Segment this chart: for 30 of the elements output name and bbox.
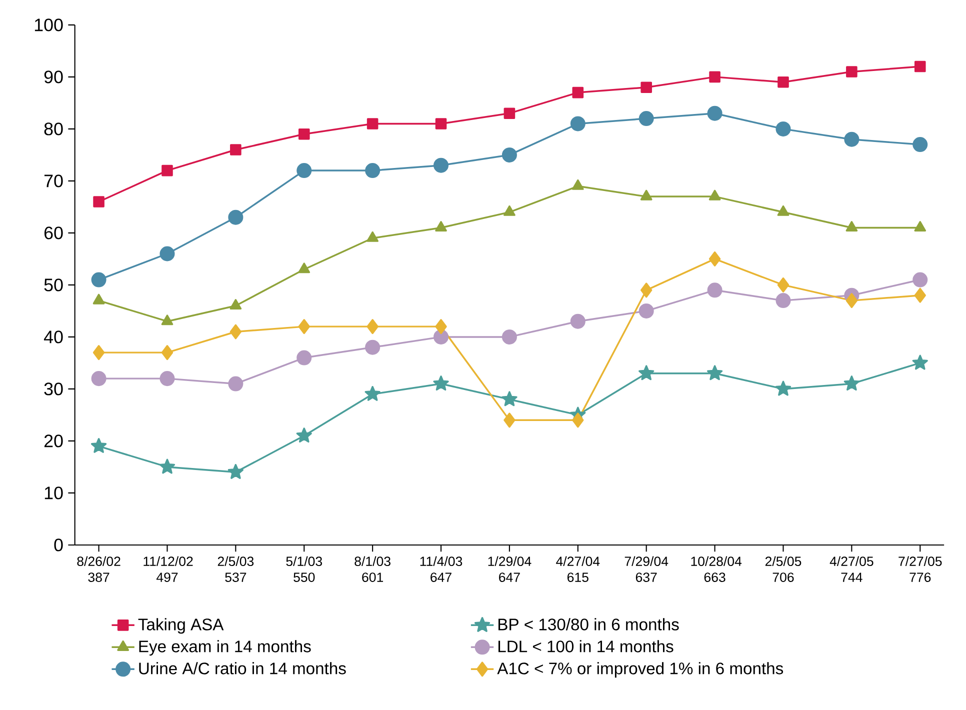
y-tick-label: 20 xyxy=(44,434,63,448)
x-tick-label: 5/1/03 550 xyxy=(286,556,322,582)
legend-label: Taking ASA xyxy=(138,618,224,634)
y-tick-label: 30 xyxy=(44,382,63,396)
y-tick-label: 80 xyxy=(44,122,63,136)
x-tick-label: 2/5/05 706 xyxy=(765,556,802,582)
y-tick-label: 60 xyxy=(44,226,63,240)
x-tick-label: 7/27/05 776 xyxy=(898,556,942,582)
legend-label: LDL < 100 in 14 months xyxy=(498,640,674,652)
y-tick-label: 70 xyxy=(44,174,63,188)
x-tick-label: 11/4/03 647 xyxy=(420,556,462,582)
x-tick-label: 2/5/03 537 xyxy=(218,556,254,582)
y-tick-label: 10 xyxy=(44,486,63,500)
x-tick-label: 8/1/03 601 xyxy=(354,556,390,582)
y-tick-label: 90 xyxy=(44,70,63,84)
x-tick-label: 7/29/04 637 xyxy=(624,556,668,582)
legend-label: Eye exam in 14 months xyxy=(139,640,311,656)
y-tick-label: 0 xyxy=(54,538,63,552)
legend-label: Urine A/C ratio in 14 months xyxy=(139,662,346,674)
x-tick-label: 1/29/04 647 xyxy=(488,556,532,582)
x-tick-label: 8/26/02 387 xyxy=(77,556,120,582)
x-tick-label: 11/12/02 497 xyxy=(144,556,193,582)
x-tick-label: 4/27/04 615 xyxy=(556,556,600,582)
x-tick-label: 10/28/04 663 xyxy=(691,556,742,582)
legend-label: BP < 130/80 in 6 months xyxy=(498,618,679,630)
y-tick-label: 100 xyxy=(34,18,63,32)
y-tick-label: 40 xyxy=(44,330,63,344)
legend-label: A1C < 7% or improved 1% in 6 months xyxy=(497,662,784,678)
x-tick-label: 4/27/05 744 xyxy=(830,556,874,582)
y-tick-label: 50 xyxy=(44,278,63,292)
